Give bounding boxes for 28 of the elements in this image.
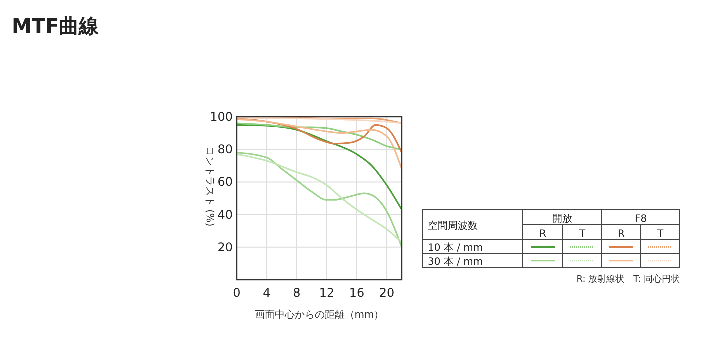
text: F8 <box>634 214 648 225</box>
text: MTF曲線 <box>12 14 100 38</box>
x-tick-label: 4 <box>263 286 271 300</box>
y-axis-title: コントラスト (%) <box>204 146 215 227</box>
text: 空間周波数 <box>428 220 478 232</box>
line-series <box>236 124 403 211</box>
y-tick-label: 80 <box>218 142 233 157</box>
y-tick-label: 100 <box>210 110 233 124</box>
x-tick-label: 8 <box>293 286 301 300</box>
x-tick-label: 0 <box>233 286 241 300</box>
x-axis-title: 画面中心からの距離（mm） <box>254 309 384 321</box>
text: T <box>656 229 664 240</box>
text: 10 本 / mm <box>428 242 484 254</box>
text: R: 放射線状 T: 同心円状 <box>576 274 680 285</box>
x-tick-label: 12 <box>319 286 335 300</box>
text: T <box>578 229 586 240</box>
y-tick-label: 40 <box>218 208 233 222</box>
x-tick-label: 20 <box>379 286 395 300</box>
y-tick-label: 20 <box>218 240 233 254</box>
text: R <box>540 229 547 240</box>
x-tick-label: 16 <box>349 286 365 300</box>
text: 開放 <box>552 214 572 225</box>
y-tick-label: 60 <box>218 175 233 190</box>
line-series <box>236 122 403 150</box>
line-series <box>236 118 403 154</box>
text: 30 本 / mm <box>428 256 484 268</box>
text: R <box>618 229 626 240</box>
line-series <box>236 118 403 170</box>
